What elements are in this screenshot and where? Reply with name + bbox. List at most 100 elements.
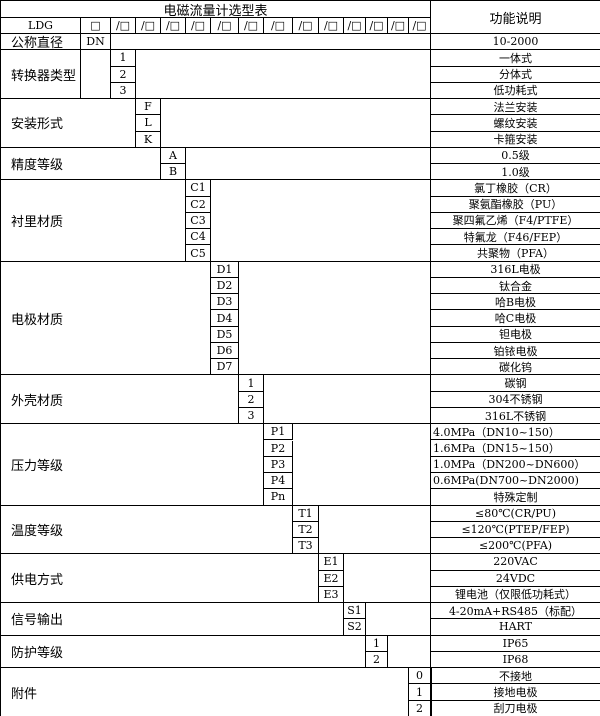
option-code: P3	[264, 456, 293, 473]
option-code: 2	[239, 391, 264, 408]
option-description: 0.6MPa(DN700~DN2000)	[431, 473, 600, 490]
option-code: D5	[211, 326, 239, 343]
option-code: D7	[211, 359, 239, 376]
empty-cell	[239, 261, 431, 376]
model-box: /□	[186, 18, 211, 34]
option-code: 1	[409, 684, 431, 701]
option-code: E2	[319, 570, 344, 587]
empty-cell	[136, 50, 431, 100]
empty-cell	[264, 375, 431, 425]
option-description: 1.0MPa（DN200~DN600）	[431, 457, 600, 473]
option-code: 1	[366, 635, 388, 652]
model-box: /□	[344, 18, 366, 34]
model-box: /□	[211, 18, 239, 34]
option-code: D2	[211, 277, 239, 295]
option-description: 0.5级	[431, 148, 600, 165]
option-description: 聚四氟乙烯（F4/PTFE）	[431, 213, 600, 230]
group-label: 附件	[1, 668, 409, 716]
option-code: 3	[239, 407, 264, 425]
option-code: 1	[111, 50, 136, 67]
option-description: 卡箍安装	[431, 132, 600, 148]
option-code: 1	[239, 375, 264, 392]
nominal-code: DN	[81, 34, 111, 51]
option-description: 24VDC	[431, 571, 600, 587]
empty-cell	[293, 424, 431, 506]
option-description: 共聚物（PFA）	[431, 245, 600, 262]
group-label: 安装形式	[1, 99, 136, 148]
group-label: 温度等级	[1, 505, 293, 555]
option-code: C2	[186, 196, 211, 213]
empty-cell	[211, 180, 431, 262]
option-code: C5	[186, 245, 211, 262]
option-code: E1	[319, 554, 344, 571]
option-code: P4	[264, 473, 293, 490]
option-code: D4	[211, 310, 239, 327]
option-code: C4	[186, 229, 211, 246]
option-description: ≤200℃(PFA)	[431, 538, 600, 555]
option-description: 螺纹安装	[431, 115, 600, 132]
option-code: L	[136, 115, 161, 132]
group-label: 防护等级	[1, 635, 366, 669]
option-description: 碳钢	[431, 375, 600, 392]
empty-cell	[186, 147, 431, 181]
option-description: 一体式	[431, 50, 600, 67]
option-description: 低功耗式	[431, 83, 600, 100]
option-description: ≤120℃(PTEP/FEP)	[431, 522, 600, 539]
option-description: 不接地	[431, 668, 600, 685]
option-code: K	[136, 131, 161, 148]
option-code: C3	[186, 212, 211, 230]
option-description: 聚氨酯橡胶（PU）	[431, 197, 600, 213]
option-description: ≤80℃(CR/PU)	[431, 506, 600, 522]
option-description: 钛合金	[431, 278, 600, 295]
option-code: Pn	[264, 489, 293, 506]
model-box: /□	[319, 18, 344, 34]
option-code: S2	[344, 619, 366, 636]
option-code: 3	[111, 82, 136, 100]
empty-cell	[388, 635, 431, 669]
option-description: IP65	[431, 636, 600, 652]
option-description: 304不锈钢	[431, 392, 600, 408]
option-description: 4.0MPa（DN10~150）	[431, 424, 600, 441]
option-description: 分体式	[431, 67, 600, 83]
empty-cell	[366, 603, 431, 636]
option-description: 特氟龙（F46/FEP）	[431, 229, 600, 246]
option-description: 法兰安装	[431, 99, 600, 116]
option-code: B	[161, 164, 186, 181]
empty-cell	[344, 554, 431, 604]
group-label: 压力等级	[1, 424, 264, 506]
option-code: 2	[409, 700, 431, 716]
model-box: /□	[264, 18, 293, 34]
option-code: P2	[264, 440, 293, 457]
option-description: 哈B电极	[431, 294, 600, 311]
option-code: E3	[319, 586, 344, 604]
model-box: /□	[239, 18, 264, 34]
option-code: T3	[293, 538, 319, 555]
group-label: 精度等级	[1, 147, 161, 181]
option-code: S1	[344, 603, 366, 620]
group-label: 供电方式	[1, 554, 319, 604]
option-code: D1	[211, 261, 239, 278]
option-code: T2	[293, 521, 319, 539]
function-header: 功能说明	[431, 1, 600, 34]
option-description: 碳化钨	[431, 359, 600, 376]
option-code: C1	[186, 180, 211, 197]
option-code: D3	[211, 294, 239, 311]
option-description: 钽电极	[431, 327, 600, 343]
model-box: /□	[136, 18, 161, 34]
option-code: 2	[366, 651, 388, 669]
group-label: 衬里材质	[1, 180, 186, 262]
option-code: D6	[211, 342, 239, 360]
option-description: 锂电池（仅限低功耗式）	[431, 587, 600, 604]
option-description: 接地电极	[431, 684, 600, 701]
option-code: P1	[264, 424, 293, 441]
empty-cell	[111, 34, 431, 51]
option-code: T1	[293, 505, 319, 522]
option-code: 2	[111, 66, 136, 83]
option-description: IP68	[431, 652, 600, 669]
option-description: 4-20mA+RS485（标配）	[431, 603, 600, 620]
option-code: A	[161, 147, 186, 165]
group-label: 信号输出	[1, 603, 344, 636]
option-description: 316L电极	[431, 262, 600, 278]
group-label: 转换器类型	[1, 50, 81, 100]
